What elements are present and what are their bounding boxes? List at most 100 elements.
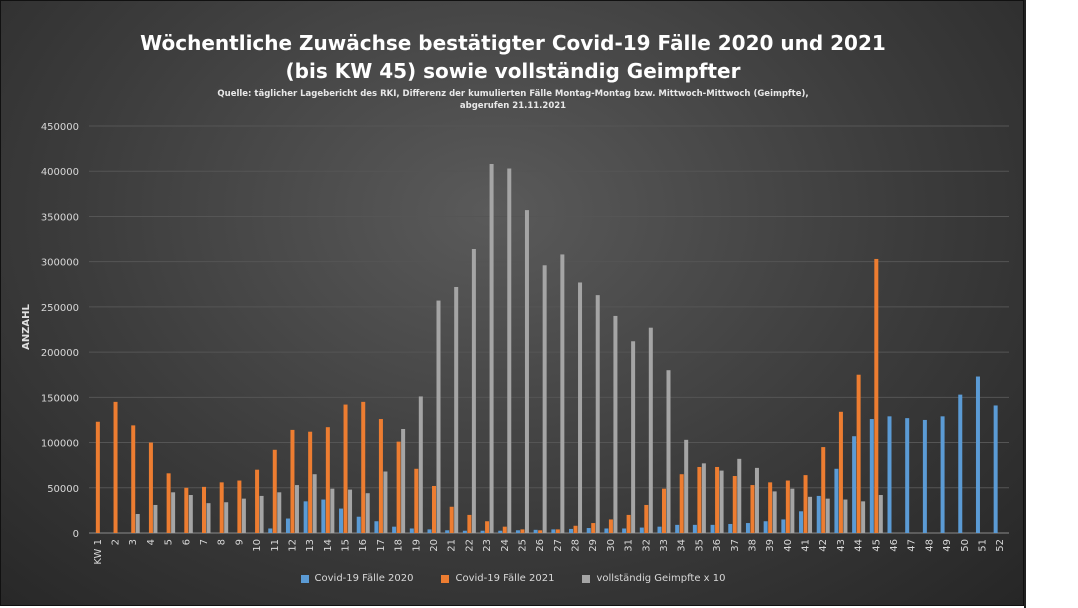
bar-series-1-kw-30 (608, 519, 613, 533)
bar-series-0-kw-13 (303, 501, 308, 533)
bar-series-0-kw-29 (586, 528, 591, 533)
x-tick-label: 33 (659, 539, 670, 552)
bar-series-1-kw-19 (414, 468, 419, 533)
bar-series-0-kw-45 (869, 419, 874, 533)
bar-series-1-kw-24 (502, 526, 507, 533)
bar-series-1-kw-39 (768, 482, 773, 533)
bar-series-2-kw-44 (861, 501, 866, 533)
bar-series-2-kw-19 (418, 396, 423, 533)
bar-series-0-kw-28 (569, 528, 574, 533)
bar-series-1-kw-KW1 (95, 421, 100, 533)
bar-series-2-kw-11 (277, 492, 282, 533)
legend-swatch-vaccinated (582, 574, 591, 583)
bar-series-1-kw-44 (856, 374, 861, 533)
y-tick-label: 0 (73, 529, 79, 540)
bar-series-0-kw-34 (675, 524, 680, 533)
y-tick-label: 300000 (41, 258, 79, 269)
x-tick-label: 27 (553, 539, 564, 552)
x-tick-label: 34 (677, 539, 688, 552)
bar-series-0-kw-39 (763, 521, 768, 533)
bar-series-0-kw-40 (781, 519, 786, 533)
x-tick-label: 49 (942, 539, 953, 552)
chart-subtitle-line-1: Quelle: täglicher Lagebericht des RKI, D… (217, 89, 809, 99)
bar-series-1-kw-29 (591, 523, 596, 533)
bar-series-0-kw-20 (427, 529, 432, 533)
bar-series-1-kw-32 (644, 504, 649, 533)
bar-series-1-kw-10 (255, 469, 260, 533)
x-tick-label: 4 (146, 539, 157, 545)
legend-swatch-2020 (300, 574, 309, 583)
bar-series-1-kw-13 (308, 431, 313, 533)
bar-series-1-kw-6 (184, 487, 189, 533)
x-tick-label: 11 (270, 539, 281, 552)
bar-series-0-kw-21 (445, 530, 450, 533)
bar-series-2-kw-24 (507, 168, 512, 533)
bars (95, 163, 998, 534)
bar-series-1-kw-16 (361, 401, 366, 533)
bar-series-2-kw-16 (365, 493, 370, 533)
bar-series-0-kw-22 (462, 530, 467, 533)
bar-series-1-kw-41 (803, 475, 808, 533)
chart-subtitle-line-2: abgerufen 21.11.2021 (459, 101, 567, 111)
x-tick-label: 14 (323, 539, 334, 552)
y-tick-label: 50000 (47, 484, 79, 495)
x-tick-label: 38 (747, 539, 758, 552)
y-tick-label: 250000 (41, 303, 79, 314)
bar-series-2-kw-27 (560, 254, 565, 533)
bar-series-1-kw-45 (874, 258, 879, 533)
bar-series-2-kw-42 (825, 498, 830, 533)
legend-label-vaccinated: vollständig Geimpfte x 10 (596, 573, 726, 584)
x-tick-label: 28 (571, 539, 582, 552)
x-tick-label: 12 (287, 539, 298, 552)
bar-series-1-kw-4 (148, 442, 153, 533)
x-tick-label: 50 (960, 539, 971, 552)
x-tick-label: 8 (217, 539, 228, 545)
x-tick-label: 24 (500, 539, 511, 552)
bar-series-1-kw-14 (325, 427, 330, 533)
bar-series-0-kw-37 (728, 523, 733, 533)
bar-series-0-kw-15 (339, 508, 344, 533)
bar-series-1-kw-33 (662, 488, 666, 533)
bar-series-0-kw-38 (745, 523, 750, 533)
x-tick-label: 21 (447, 539, 458, 552)
y-tick-label: 450000 (41, 122, 79, 133)
bar-series-1-kw-43 (838, 411, 843, 533)
x-tick-label: 45 (871, 539, 882, 552)
chart-title-line-1: Wöchentliche Zuwächse bestätigter Covid-… (140, 31, 886, 55)
x-tick-label: 46 (889, 539, 900, 552)
x-tick-label: 19 (411, 539, 422, 552)
bar-series-1-kw-31 (626, 514, 631, 533)
bar-series-1-kw-3 (131, 425, 136, 533)
x-tick-label: 10 (252, 539, 263, 552)
bar-series-1-kw-21 (449, 506, 454, 533)
bar-series-2-kw-33 (666, 370, 671, 533)
bar-series-0-kw-47 (905, 418, 910, 533)
x-tick-label: 6 (181, 539, 192, 545)
bar-series-2-kw-15 (348, 489, 353, 533)
x-tick-label: 51 (977, 539, 988, 552)
x-tick-label: 23 (482, 539, 493, 552)
bar-series-0-kw-16 (356, 516, 361, 533)
bar-series-1-kw-9 (237, 480, 242, 533)
bar-series-0-kw-35 (692, 524, 697, 533)
bar-series-1-kw-2 (113, 401, 118, 533)
x-tick-label: 48 (924, 539, 935, 552)
bar-series-0-kw-43 (834, 468, 839, 533)
bar-series-2-kw-32 (648, 327, 653, 533)
x-tick-label: 43 (836, 539, 847, 552)
bar-series-2-kw-45 (878, 495, 883, 533)
bar-series-0-kw-26 (533, 529, 538, 533)
bar-series-0-kw-33 (657, 526, 662, 533)
x-tick-label: 36 (712, 539, 723, 552)
bar-series-1-kw-20 (432, 485, 436, 533)
bar-series-1-kw-28 (573, 525, 578, 533)
bar-series-0-kw-48 (922, 419, 927, 533)
bar-series-1-kw-17 (378, 419, 383, 533)
bar-series-1-kw-12 (290, 429, 295, 533)
bar-series-1-kw-42 (821, 447, 826, 533)
bar-series-2-kw-31 (631, 341, 636, 533)
bar-series-0-kw-12 (285, 518, 290, 533)
bar-series-2-kw-39 (772, 491, 777, 533)
bar-series-0-kw-19 (409, 528, 414, 533)
bar-series-2-kw-37 (737, 458, 742, 533)
